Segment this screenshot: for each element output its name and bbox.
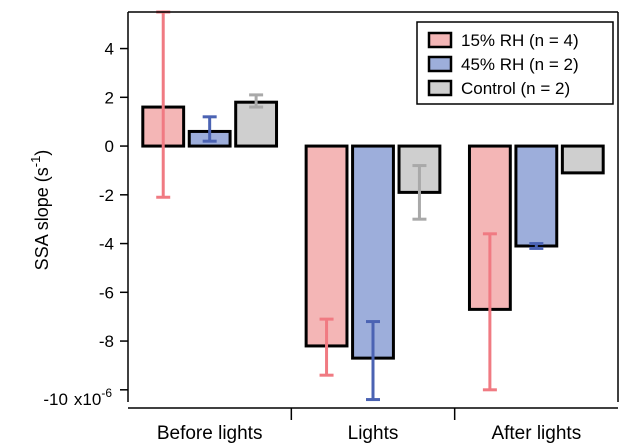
y-axis-title-exponent: -1 [28,156,43,168]
y-tick-label: 0 [105,137,114,156]
legend-swatch [427,55,453,73]
legend-label: Control (n = 2) [461,79,570,98]
y-tick-label: 4 [105,40,114,59]
y-tick-bottom-value: -10 [43,390,68,409]
y-scale-exponent: -6 [101,386,112,400]
bar [234,100,279,148]
plot-area [141,10,605,402]
axes: 4 2 0 -2 -4 -6 -8 Before lights Lights After ligh… [99,11,619,444]
y-tick-label-bottom: -10 x10-6 [43,386,112,409]
bar [560,144,605,175]
y-tick-label: -6 [99,283,114,302]
legend-swatch [427,31,453,49]
legend-label: 45% RH (n = 2) [461,55,579,74]
y-tick-label: -4 [99,235,114,254]
y-scale-label: x10 [74,390,101,409]
y-axis-title: SSA slope (s-1) [28,150,52,271]
y-tick-label: 2 [105,88,114,107]
legend-swatch [427,79,453,97]
y-tick-label: -8 [99,332,114,351]
bar [514,144,559,248]
y-axis-title-main: SSA slope (s [32,167,52,270]
x-category-label: After lights [491,423,581,444]
bar [304,144,349,348]
x-category-label: Before lights [157,423,263,444]
y-tick-label: -2 [99,186,114,205]
legend: 15% RH (n = 4) 45% RH (n = 2) Control (n =… [416,21,614,105]
x-category-label: Lights [348,423,399,444]
y-axis-title-close: ) [32,150,52,156]
legend-label: 15% RH (n = 4) [461,31,579,50]
